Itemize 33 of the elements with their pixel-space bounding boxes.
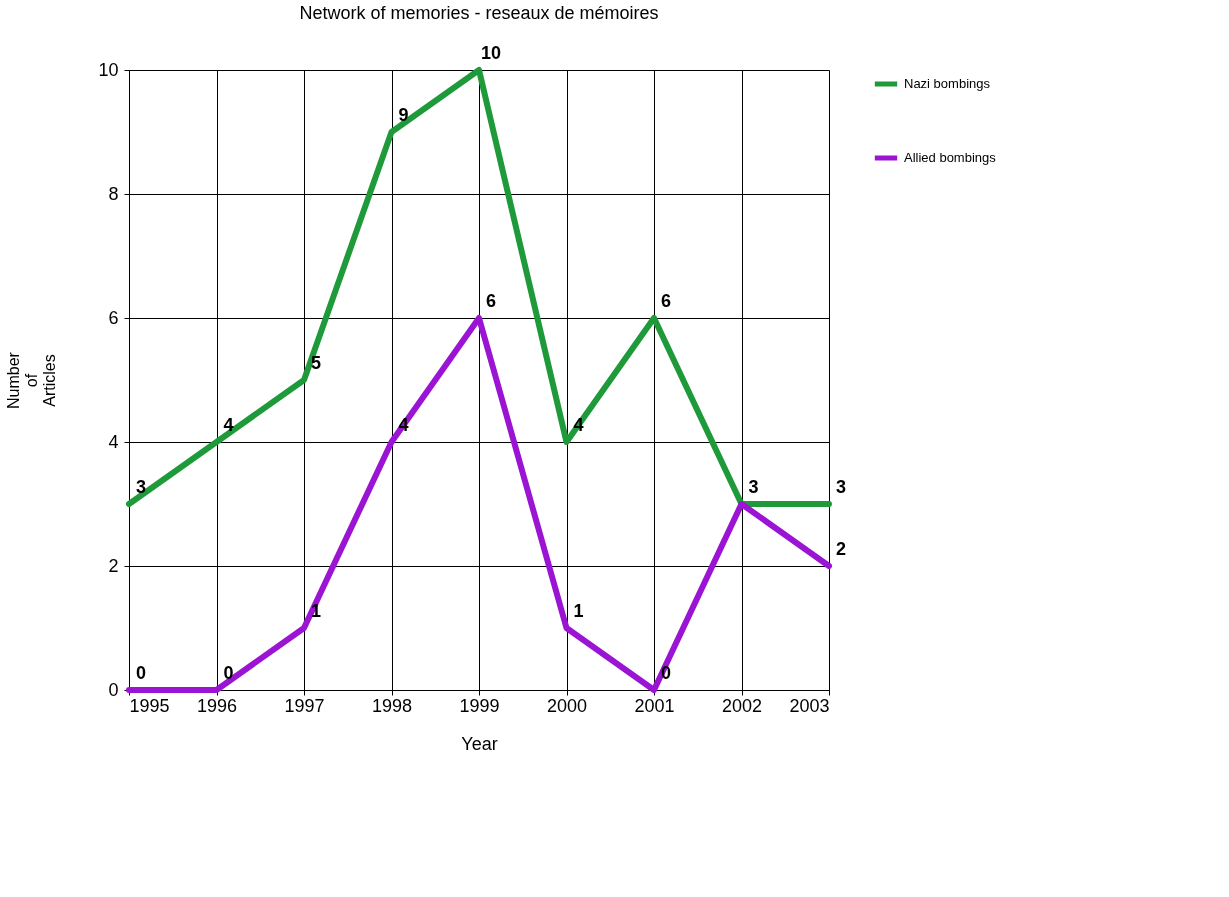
x-tick-label: 2002	[721, 695, 763, 716]
x-tick-label: 1995	[129, 695, 170, 716]
x-tick-label: 1998	[371, 695, 413, 716]
data-label: 4	[223, 415, 234, 435]
x-tick-label: 1997	[284, 695, 325, 716]
x-axis-title: Year	[461, 733, 498, 754]
data-label: 9	[398, 105, 409, 125]
data-label: 3	[748, 477, 759, 497]
legend-label: Allied bombings	[904, 150, 997, 165]
y-tick-label: 2	[108, 555, 119, 576]
data-label: 3	[135, 477, 147, 497]
x-tick-label: 1996	[196, 695, 238, 716]
y-tick-label: 8	[108, 183, 119, 204]
data-label: 1	[573, 601, 584, 621]
y-tick-label: 6	[108, 307, 119, 328]
data-label: 6	[485, 291, 497, 311]
legend-label: Nazi bombings	[904, 76, 991, 91]
data-label: 0	[223, 663, 234, 683]
data-label: 0	[135, 663, 147, 683]
chart-title: Network of memories - reseaux de mémoires	[299, 3, 659, 23]
data-label: 3	[835, 477, 847, 497]
x-tick-label: 2001	[634, 695, 675, 716]
data-label: 6	[660, 291, 672, 311]
y-tick-label: 4	[108, 431, 119, 452]
x-tick-label: 2000	[546, 695, 588, 716]
data-label: 2	[835, 539, 847, 559]
y-tick-label: 0	[108, 679, 119, 700]
y-axis-title: Number of Articles	[5, 351, 59, 409]
x-tick-label: 2003	[789, 695, 830, 716]
y-tick-label: 10	[98, 59, 119, 80]
data-label: 5	[310, 353, 322, 373]
data-label: 10	[480, 43, 502, 63]
x-tick-label: 1999	[459, 695, 500, 716]
